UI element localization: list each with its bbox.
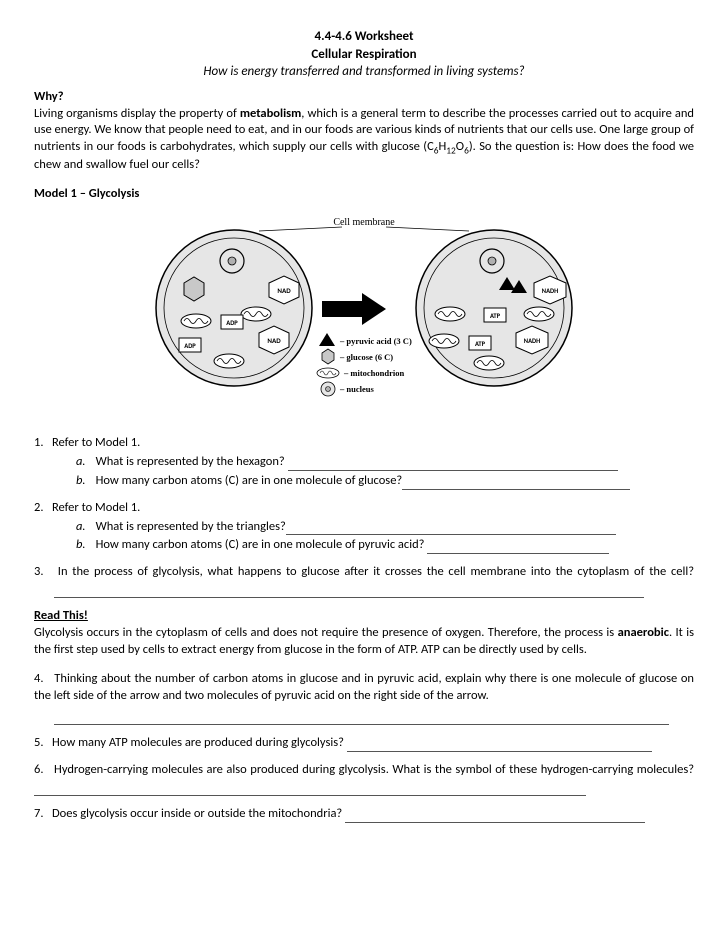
svg-text:– nucleus: – nucleus (339, 384, 374, 394)
svg-text:– glucose (6 C): – glucose (6 C) (339, 352, 393, 362)
cell-left: NAD ADP ADP (156, 230, 312, 386)
q1b-blank[interactable] (402, 489, 630, 490)
why-heading: Why? (34, 89, 694, 106)
mito-1-left (241, 307, 271, 321)
mito-3-right (429, 334, 459, 348)
q1b-text: How many carbon atoms (C) are in one mol… (96, 473, 403, 488)
q2a-text: What is represented by the triangles? (96, 519, 286, 534)
svg-text:– mitochondrion: – mitochondrion (343, 368, 404, 378)
svg-text:NAD: NAD (267, 336, 281, 345)
diagram-svg: Cell membrane NAD (124, 213, 604, 413)
q4-num: 4. (34, 671, 44, 686)
question-3: 3. In the process of glycolysis, what ha… (34, 564, 694, 598)
svg-text:– pyruvic acid (3 C): – pyruvic acid (3 C) (339, 336, 412, 346)
q2a: a. What is represented by the triangles? (76, 519, 694, 536)
question-4: 4. Thinking about the number of carbon a… (34, 671, 694, 726)
q4-text: Thinking about the number of carbon atom… (34, 671, 694, 703)
title-line-2: Cellular Respiration (34, 46, 694, 64)
q1b-letter: b. (76, 473, 86, 488)
q7-num: 7. (34, 806, 44, 821)
read-this-paragraph: Glycolysis occurs in the cytoplasm of ce… (34, 625, 694, 659)
why-paragraph: Living organisms display the property of… (34, 106, 694, 175)
why-sub2: 12 (446, 145, 456, 157)
q7-blank[interactable] (345, 822, 645, 823)
q2b-blank[interactable] (427, 553, 609, 554)
adp-1-left: ADP (221, 315, 243, 329)
svg-text:ADP: ADP (226, 319, 238, 327)
cell-right: NADH ATP (416, 230, 572, 386)
read-bold-anaerobic: anaerobic (618, 625, 669, 640)
mito-2-right (524, 307, 554, 321)
label-cell-membrane: Cell membrane (333, 217, 395, 228)
mito-1-right (435, 307, 465, 321)
svg-text:ADP: ADP (184, 342, 196, 350)
q2b: b. How many carbon atoms (C) are in one m… (76, 537, 694, 554)
question-7: 7. Does glycolysis occur inside or outsi… (34, 806, 694, 823)
q1a-blank[interactable] (288, 470, 618, 471)
svg-text:NAD: NAD (277, 286, 291, 295)
q2-stem: Refer to Model 1. (52, 500, 140, 515)
leader-line-right (386, 227, 469, 231)
adp-2-left: ADP (179, 338, 201, 352)
model1-heading: Model 1 – Glycolysis (34, 186, 694, 203)
leader-line-left (259, 227, 342, 231)
glycolysis-diagram: Cell membrane NAD (34, 213, 694, 419)
subtitle: How is energy transferred and transforme… (34, 63, 694, 81)
q1b: b. How many carbon atoms (C) are in one m… (76, 473, 694, 490)
why-o: O (456, 139, 464, 154)
q7-text: Does glycolysis occur inside or outside … (52, 806, 345, 821)
mito-2-left (181, 314, 211, 328)
q4-blank[interactable] (54, 724, 669, 725)
q5-num: 5. (34, 735, 44, 750)
read-this-heading: Read This! (34, 608, 694, 625)
read-pre: Glycolysis occurs in the cytoplasm of ce… (34, 625, 618, 640)
q3-blank[interactable] (54, 597, 644, 598)
question-5: 5. How many ATP molecules are produced d… (34, 735, 694, 752)
title-line-1: 4.4-4.6 Worksheet (34, 28, 694, 46)
why-bold-metabolism: metabolism (240, 106, 301, 121)
q6-num: 6. (34, 762, 44, 777)
atp-1-right: ATP (484, 308, 506, 322)
q2-num: 2. (34, 500, 44, 515)
q2b-letter: b. (76, 537, 86, 552)
q3-text: In the process of glycolysis, what happe… (58, 564, 694, 579)
why-text-pre: Living organisms display the property of (34, 106, 240, 121)
nucleus-right (480, 249, 504, 273)
nucleus-left (220, 249, 244, 273)
q3-num: 3. (34, 564, 44, 579)
arrow-icon (322, 293, 386, 325)
q2a-letter: a. (76, 519, 86, 534)
q5-blank[interactable] (347, 751, 652, 752)
svg-text:ATP: ATP (475, 340, 486, 348)
svg-text:ATP: ATP (490, 312, 501, 320)
q1a-text: What is represented by the hexagon? (96, 454, 288, 469)
mito-3-left (214, 354, 244, 368)
atp-2-right: ATP (469, 336, 491, 350)
q2a-blank[interactable] (286, 534, 616, 535)
q1-num: 1. (34, 435, 44, 450)
question-1: 1. Refer to Model 1. a. What is represent… (34, 435, 694, 490)
question-6: 6. Hydrogen-carrying molecules are also … (34, 762, 694, 796)
q1a: a. What is represented by the hexagon? (76, 454, 694, 471)
legend: – pyruvic acid (3 C) – glucose (6 C) – m… (317, 333, 412, 396)
q6-text: Hydrogen-carrying molecules are also pro… (54, 762, 694, 777)
svg-text:NADH: NADH (542, 287, 558, 295)
q2b-text: How many carbon atoms (C) are in one mol… (96, 537, 428, 552)
q1a-letter: a. (76, 454, 86, 469)
svg-text:NADH: NADH (524, 337, 540, 345)
q1-stem: Refer to Model 1. (52, 435, 140, 450)
question-2: 2. Refer to Model 1. a. What is represent… (34, 500, 694, 555)
q5-text: How many ATP molecules are produced duri… (52, 735, 347, 750)
mito-4-right (474, 356, 504, 370)
q6-blank[interactable] (34, 795, 586, 796)
